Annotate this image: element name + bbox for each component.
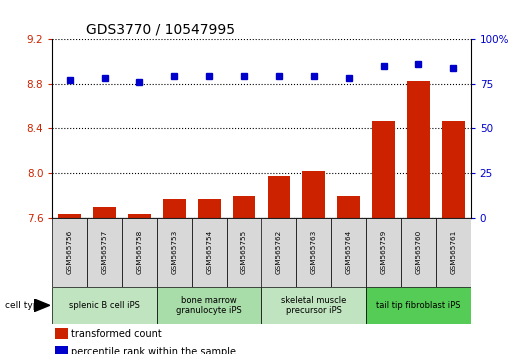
Bar — [122, 218, 157, 287]
Text: GDS3770 / 10547995: GDS3770 / 10547995 — [86, 22, 235, 36]
Bar — [302, 171, 325, 218]
Bar — [442, 120, 464, 218]
Bar — [297, 218, 331, 287]
Text: GSM565761: GSM565761 — [450, 230, 456, 274]
Text: tail tip fibroblast iPS: tail tip fibroblast iPS — [376, 301, 461, 310]
Text: bone marrow
granulocyte iPS: bone marrow granulocyte iPS — [176, 296, 242, 315]
Text: GSM565758: GSM565758 — [137, 230, 142, 274]
Bar — [407, 81, 430, 218]
Text: splenic B cell iPS: splenic B cell iPS — [69, 301, 140, 310]
Bar — [401, 218, 436, 287]
Text: GSM565760: GSM565760 — [415, 230, 422, 274]
Polygon shape — [34, 299, 50, 312]
Text: percentile rank within the sample: percentile rank within the sample — [71, 347, 236, 354]
Text: transformed count: transformed count — [71, 329, 162, 339]
Bar — [192, 218, 226, 287]
Bar — [366, 218, 401, 287]
Text: GSM565757: GSM565757 — [101, 230, 108, 274]
Bar — [436, 218, 471, 287]
Bar — [262, 287, 366, 324]
Text: GSM565755: GSM565755 — [241, 230, 247, 274]
Bar — [268, 176, 290, 218]
Bar — [226, 218, 262, 287]
Bar — [93, 206, 116, 218]
Bar — [87, 218, 122, 287]
Bar — [52, 218, 87, 287]
Text: GSM565762: GSM565762 — [276, 230, 282, 274]
Text: GSM565754: GSM565754 — [206, 230, 212, 274]
Bar — [331, 218, 366, 287]
Bar — [157, 218, 192, 287]
Bar — [163, 199, 186, 218]
Text: GSM565764: GSM565764 — [346, 230, 351, 274]
Bar — [55, 328, 67, 339]
Bar — [59, 215, 81, 218]
Bar — [262, 218, 297, 287]
Bar — [372, 120, 395, 218]
Bar — [157, 287, 262, 324]
Bar — [366, 287, 471, 324]
Bar — [337, 196, 360, 218]
Text: skeletal muscle
precursor iPS: skeletal muscle precursor iPS — [281, 296, 346, 315]
Text: GSM565763: GSM565763 — [311, 230, 317, 274]
Text: GSM565753: GSM565753 — [172, 230, 177, 274]
Bar — [233, 196, 255, 218]
Text: GSM565759: GSM565759 — [381, 230, 386, 274]
Bar — [52, 287, 157, 324]
Text: GSM565756: GSM565756 — [67, 230, 73, 274]
Bar — [198, 199, 221, 218]
Bar — [128, 215, 151, 218]
Text: cell type: cell type — [5, 301, 44, 310]
Bar — [55, 346, 67, 354]
